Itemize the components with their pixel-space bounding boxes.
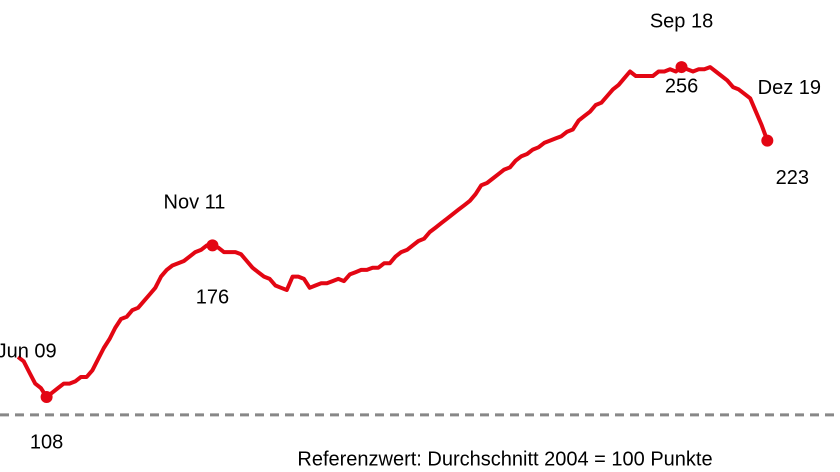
point bbox=[40, 391, 53, 404]
value-label: 176 bbox=[196, 287, 229, 309]
value-label: 108 bbox=[30, 431, 63, 453]
point bbox=[761, 134, 774, 147]
point-label: Jun 09 bbox=[0, 340, 57, 362]
note: Referenzwert: Durchschnitt 2004 = 100 Pu… bbox=[297, 448, 712, 470]
point bbox=[206, 239, 219, 252]
point bbox=[675, 61, 688, 74]
value-label: 223 bbox=[776, 167, 809, 189]
point-label: Dez 19 bbox=[758, 77, 821, 99]
point-label: Sep 18 bbox=[650, 10, 713, 32]
line bbox=[16, 65, 770, 399]
point-label: Nov 11 bbox=[164, 192, 226, 214]
value-label: 256 bbox=[665, 75, 698, 97]
